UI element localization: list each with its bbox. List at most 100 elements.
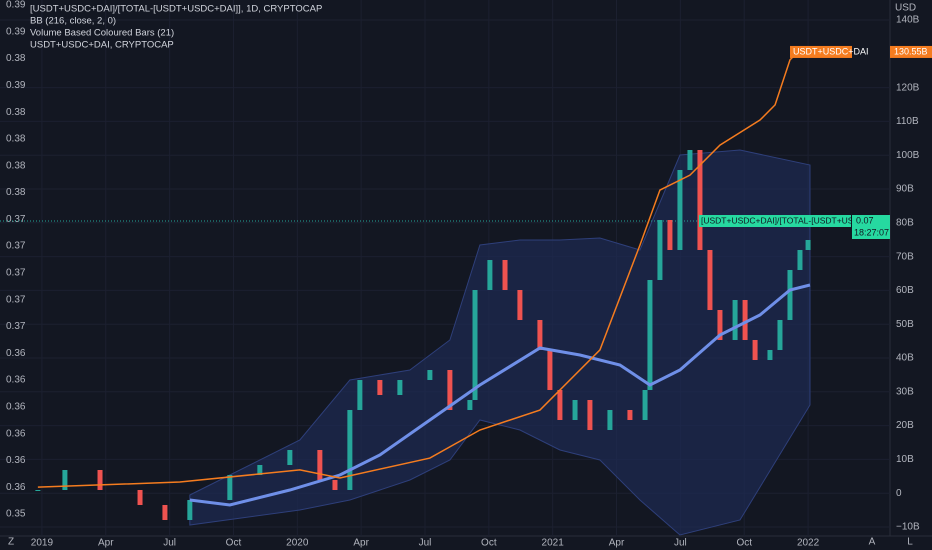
x-tick-label: Apr bbox=[353, 538, 369, 549]
corner-label: A bbox=[869, 537, 876, 548]
candle bbox=[677, 170, 683, 250]
y-tick-label: 0.37 bbox=[6, 321, 26, 332]
y2-tick-label: 100B bbox=[896, 150, 920, 161]
candle bbox=[62, 470, 68, 490]
legend-entry: [USDT+USDC+DAI]/[TOTAL-[USDT+USDC+DAI]],… bbox=[30, 4, 322, 15]
y2-tick-label: 120B bbox=[896, 82, 920, 93]
candle bbox=[742, 300, 748, 340]
y2-tick-label: 140B bbox=[896, 15, 920, 26]
candle bbox=[472, 290, 478, 400]
legend-entry: Volume Based Coloured Bars (21) bbox=[30, 28, 174, 39]
candle bbox=[647, 280, 653, 390]
x-tick-label: Jul bbox=[674, 538, 687, 549]
candle bbox=[787, 270, 793, 320]
usdt-line bbox=[37, 49, 801, 488]
candle bbox=[657, 220, 663, 280]
legend-entry: USDT+USDC+DAI, CRYPTOCAP bbox=[30, 40, 174, 51]
candle bbox=[642, 390, 648, 420]
usdt-tag-bg bbox=[790, 45, 852, 58]
candle bbox=[447, 370, 453, 410]
y2-tick-label: 110B bbox=[896, 116, 919, 127]
y-tick-label: 0.35 bbox=[6, 509, 26, 520]
candle bbox=[287, 450, 293, 465]
x-tick-label: Jul bbox=[419, 538, 432, 549]
usdt-tag: USDT+USDC+DAI bbox=[793, 46, 869, 56]
x-tick-label: Apr bbox=[98, 538, 114, 549]
y-tick-label: 0.38 bbox=[6, 53, 26, 64]
y-tick-label: 0.37 bbox=[6, 214, 26, 225]
candle bbox=[572, 400, 578, 420]
bb-band bbox=[189, 149, 811, 536]
price-axis-tag-bg bbox=[852, 215, 890, 239]
x-tick-label: Oct bbox=[736, 538, 752, 549]
candle bbox=[752, 340, 758, 360]
candle bbox=[707, 250, 713, 310]
legend-entry: BB (216, close, 2, 0) bbox=[30, 16, 116, 27]
y2-tick-label: 40B bbox=[896, 353, 914, 364]
candle bbox=[697, 150, 703, 250]
candle bbox=[627, 410, 633, 420]
price-axis-tag: 0.07 bbox=[856, 215, 874, 225]
currency: USD bbox=[895, 3, 916, 14]
y-tick-label: 0.37 bbox=[6, 241, 26, 252]
x-tick-label: 2021 bbox=[542, 538, 565, 549]
usdt-axis-tag-bg bbox=[890, 45, 932, 58]
corner-label: Z bbox=[8, 537, 14, 548]
candle bbox=[797, 250, 803, 270]
candle bbox=[162, 505, 168, 520]
price-tag-bg bbox=[699, 215, 851, 227]
y-tick-label: 0.38 bbox=[6, 134, 26, 145]
candle bbox=[487, 260, 493, 290]
y-tick-label: 0.36 bbox=[6, 348, 26, 359]
y-tick-label: 0.36 bbox=[6, 428, 26, 439]
x-tick-label: Jul bbox=[163, 538, 176, 549]
y-tick-label: 0.39 bbox=[6, 26, 26, 37]
candle bbox=[667, 220, 673, 250]
candle bbox=[687, 150, 693, 170]
y2-tick-label: 30B bbox=[896, 386, 914, 397]
y2-tick-label: 70B bbox=[896, 251, 914, 262]
candle bbox=[427, 370, 433, 380]
candle bbox=[137, 490, 143, 505]
y-tick-label: 0.36 bbox=[6, 455, 26, 466]
y2-tick-label: 80B bbox=[896, 217, 914, 228]
candle bbox=[732, 300, 738, 340]
y-tick-label: 0.37 bbox=[6, 268, 26, 279]
candle bbox=[97, 470, 103, 490]
y2-tick-label: 0 bbox=[896, 488, 902, 499]
y2-tick-label: 50B bbox=[896, 319, 914, 330]
x-tick-label: 2019 bbox=[31, 538, 54, 549]
candle bbox=[547, 350, 553, 390]
y2-tick-label: 60B bbox=[896, 285, 914, 296]
y-tick-label: 0.38 bbox=[6, 107, 26, 118]
x-tick-label: Oct bbox=[481, 538, 497, 549]
candle bbox=[317, 450, 323, 480]
countdown: 18:27:07 bbox=[854, 227, 889, 237]
candle bbox=[397, 380, 403, 395]
x-tick-label: Oct bbox=[226, 538, 242, 549]
candle bbox=[587, 400, 593, 430]
y2-tick-label: 90B bbox=[896, 184, 914, 195]
y2-tick-label: 20B bbox=[896, 420, 914, 431]
candle bbox=[257, 465, 263, 475]
y-tick-label: 0.36 bbox=[6, 482, 26, 493]
candle bbox=[777, 320, 783, 350]
candle bbox=[517, 290, 523, 320]
y-tick-label: 0.38 bbox=[6, 160, 26, 171]
candle bbox=[805, 240, 811, 250]
y-tick-label: 0.39 bbox=[6, 0, 26, 11]
x-tick-label: 2020 bbox=[286, 538, 309, 549]
candle bbox=[187, 500, 193, 520]
bb-basis bbox=[189, 283, 811, 507]
candle bbox=[35, 490, 41, 491]
candle bbox=[502, 260, 508, 290]
y-tick-label: 0.38 bbox=[6, 187, 26, 198]
y-tick-label: 0.36 bbox=[6, 375, 26, 386]
candle bbox=[332, 480, 338, 490]
candle bbox=[767, 350, 773, 360]
candle bbox=[347, 410, 353, 490]
candle bbox=[357, 380, 363, 410]
candle bbox=[537, 320, 543, 350]
y2-tick-label: −10B bbox=[896, 522, 920, 533]
y2-tick-label: 10B bbox=[896, 454, 914, 465]
